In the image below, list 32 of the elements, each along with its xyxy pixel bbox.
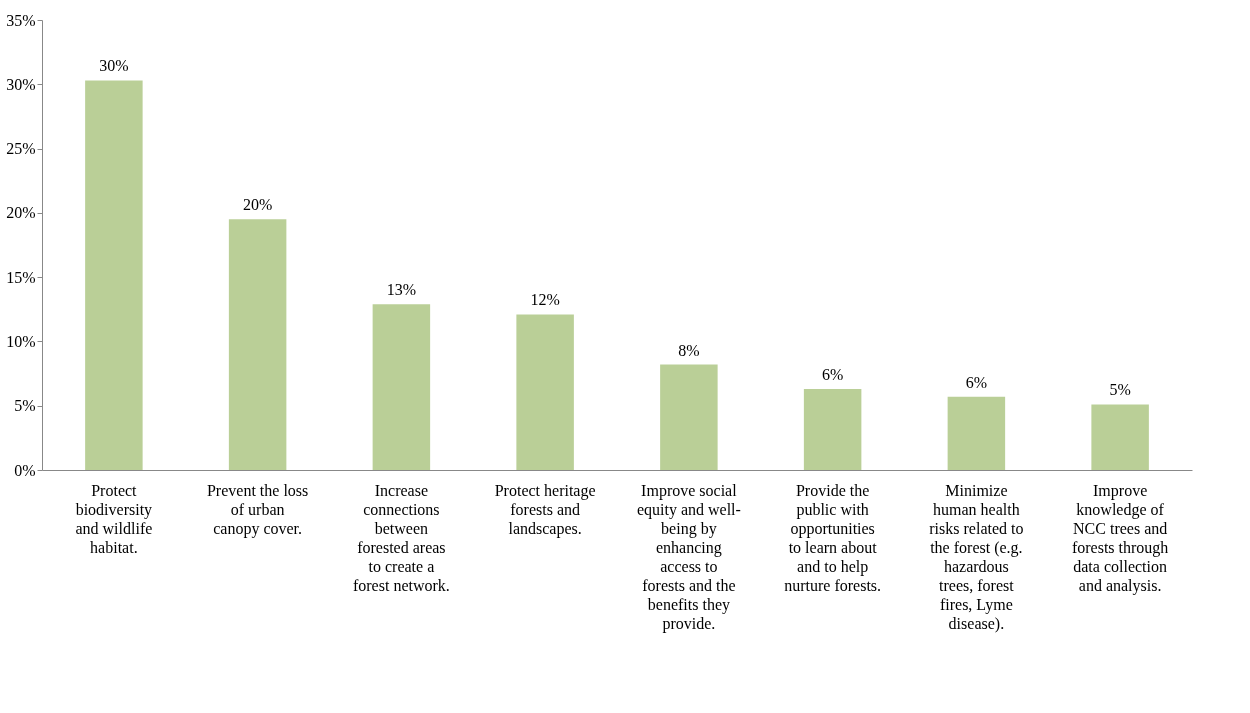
data-label: 12% [530,291,560,309]
bar [228,219,287,470]
bar [372,304,431,470]
x-tick-label: Improve social equity and well- being by enhancing access to forests and the benefits they provide. [636,481,741,633]
x-tick-label: Prevent the loss of urban canopy cover. [206,481,309,538]
data-label: 6% [821,366,844,383]
data-label: 30% [99,57,129,75]
y-tick-label: 25% [6,140,36,158]
data-label: 5% [1109,381,1131,399]
y-tick-label: 15% [6,268,36,286]
y-tick-label: 20% [6,204,36,222]
y-tick-label: 10% [6,332,36,350]
x-tick-label: Protect biodiversity and wildlife habitat. [75,481,153,556]
data-label: 6% [965,373,988,391]
bar [1091,404,1149,470]
y-tick-label: 5% [14,397,36,415]
y-tick-label: 35% [6,11,36,29]
x-tick-label: Minimize human health risks related to the forest (e.g. hazardous trees, forest fires, Lyme disease). [929,481,1024,633]
x-tick-label: Improve knowledge of NCC trees and forests through data collection and analysis. [1071,481,1169,595]
data-label: 20% [242,196,273,214]
y-tick-label: 0% [14,461,36,479]
bar [803,389,862,470]
bar [660,364,718,470]
data-label: 8% [678,341,700,359]
bar [947,396,1006,470]
bar [85,80,143,470]
x-tick-label: Increase connections between forested areas to create a forest network. [352,481,450,594]
y-tick-label: 30% [6,75,36,93]
x-tick-label: Provide the public with opportunities to learn about and to help nurture forests. [784,481,882,594]
bar [516,314,574,470]
x-tick-label: Protect heritage forests and landscapes. [494,481,596,538]
data-label: 13% [386,281,417,299]
